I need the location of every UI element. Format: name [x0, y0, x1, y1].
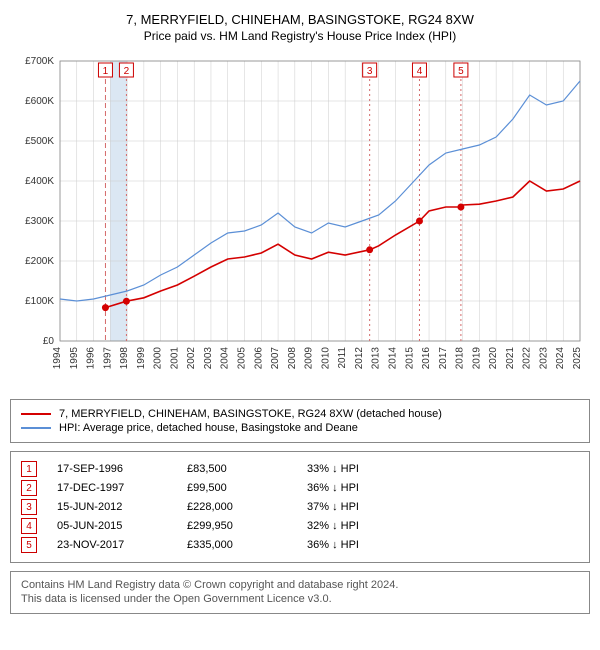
svg-text:2001: 2001 [169, 347, 180, 370]
transaction-marker: 5 [21, 537, 37, 553]
legend-row: HPI: Average price, detached house, Basi… [21, 422, 579, 434]
svg-text:2005: 2005 [237, 347, 248, 370]
transaction-price: £83,500 [187, 463, 307, 475]
legend-label: 7, MERRYFIELD, CHINEHAM, BASINGSTOKE, RG… [59, 408, 442, 420]
svg-text:2007: 2007 [270, 347, 281, 370]
transaction-pct: 32% ↓ HPI [307, 520, 359, 532]
transaction-price: £228,000 [187, 501, 307, 513]
svg-text:2000: 2000 [153, 347, 164, 370]
transaction-price: £335,000 [187, 539, 307, 551]
transaction-price: £299,950 [187, 520, 307, 532]
transaction-row: 1 17-SEP-1996£83,50033% ↓ HPI [21, 461, 579, 477]
svg-text:2017: 2017 [438, 347, 449, 370]
svg-text:2012: 2012 [354, 347, 365, 370]
transaction-row: 5 23-NOV-2017£335,00036% ↓ HPI [21, 537, 579, 553]
svg-text:2014: 2014 [387, 347, 398, 370]
transaction-marker: 3 [21, 499, 37, 515]
svg-text:2015: 2015 [404, 347, 415, 370]
svg-text:2003: 2003 [203, 347, 214, 370]
svg-text:1995: 1995 [69, 347, 80, 370]
svg-text:£500K: £500K [25, 136, 54, 147]
transaction-date: 23-NOV-2017 [57, 539, 187, 551]
legend: 7, MERRYFIELD, CHINEHAM, BASINGSTOKE, RG… [10, 399, 590, 443]
footer-attribution: Contains HM Land Registry data © Crown c… [10, 571, 590, 614]
transaction-marker: 1 [21, 461, 37, 477]
svg-text:£300K: £300K [25, 216, 54, 227]
svg-text:2023: 2023 [538, 347, 549, 370]
transaction-row: 2 17-DEC-1997£99,50036% ↓ HPI [21, 480, 579, 496]
transaction-date: 15-JUN-2012 [57, 501, 187, 513]
svg-text:3: 3 [367, 66, 373, 77]
legend-label: HPI: Average price, detached house, Basi… [59, 422, 358, 434]
line-chart: £0 £100K £200K £300K £400K £500K £600K £700K 199… [10, 51, 590, 391]
svg-text:1: 1 [103, 66, 109, 77]
svg-text:1996: 1996 [86, 347, 97, 370]
svg-text:1998: 1998 [119, 347, 130, 370]
chart-title: 7, MERRYFIELD, CHINEHAM, BASINGSTOKE, RG… [10, 12, 590, 27]
svg-text:2: 2 [124, 66, 130, 77]
svg-text:2002: 2002 [186, 347, 197, 370]
svg-text:2011: 2011 [337, 347, 348, 369]
transaction-row: 3 15-JUN-2012£228,00037% ↓ HPI [21, 499, 579, 515]
svg-text:1994: 1994 [52, 347, 63, 370]
svg-text:£100K: £100K [25, 296, 54, 307]
svg-text:2022: 2022 [522, 347, 533, 370]
svg-text:5: 5 [458, 66, 464, 77]
svg-text:2016: 2016 [421, 347, 432, 370]
transaction-pct: 36% ↓ HPI [307, 539, 359, 551]
svg-text:1997: 1997 [102, 347, 113, 370]
svg-text:2009: 2009 [304, 347, 315, 370]
transaction-marker: 4 [21, 518, 37, 534]
transactions-table: 1 17-SEP-1996£83,50033% ↓ HPI 2 17-DEC-1997… [10, 451, 590, 563]
svg-text:2021: 2021 [505, 347, 516, 370]
svg-text:2020: 2020 [488, 347, 499, 370]
transaction-date: 17-SEP-1996 [57, 463, 187, 475]
svg-text:2018: 2018 [455, 347, 466, 370]
svg-text:£400K: £400K [25, 176, 54, 187]
transaction-price: £99,500 [187, 482, 307, 494]
chart-subtitle: Price paid vs. HM Land Registry's House … [10, 29, 590, 43]
svg-text:2004: 2004 [220, 347, 231, 370]
svg-text:2019: 2019 [471, 347, 482, 370]
svg-text:2013: 2013 [371, 347, 382, 370]
svg-text:2024: 2024 [555, 347, 566, 370]
transaction-row: 4 05-JUN-2015£299,95032% ↓ HPI [21, 518, 579, 534]
svg-text:£600K: £600K [25, 96, 54, 107]
footer-line: Contains HM Land Registry data © Crown c… [21, 578, 579, 592]
legend-row: 7, MERRYFIELD, CHINEHAM, BASINGSTOKE, RG… [21, 408, 579, 420]
svg-text:£200K: £200K [25, 256, 54, 267]
legend-swatch [21, 427, 51, 429]
chart-area: £0 £100K £200K £300K £400K £500K £600K £700K 199… [10, 51, 590, 391]
svg-text:1999: 1999 [136, 347, 147, 370]
svg-text:2010: 2010 [320, 347, 331, 370]
legend-swatch [21, 413, 51, 415]
transaction-date: 05-JUN-2015 [57, 520, 187, 532]
footer-line: This data is licensed under the Open Gov… [21, 592, 579, 606]
transaction-pct: 37% ↓ HPI [307, 501, 359, 513]
svg-text:£700K: £700K [25, 56, 54, 67]
svg-text:2008: 2008 [287, 347, 298, 370]
transaction-pct: 33% ↓ HPI [307, 463, 359, 475]
svg-text:2006: 2006 [253, 347, 264, 370]
svg-text:2025: 2025 [572, 347, 583, 370]
svg-text:£0: £0 [43, 336, 55, 347]
transaction-marker: 2 [21, 480, 37, 496]
svg-text:4: 4 [417, 66, 423, 77]
transaction-pct: 36% ↓ HPI [307, 482, 359, 494]
transaction-date: 17-DEC-1997 [57, 482, 187, 494]
